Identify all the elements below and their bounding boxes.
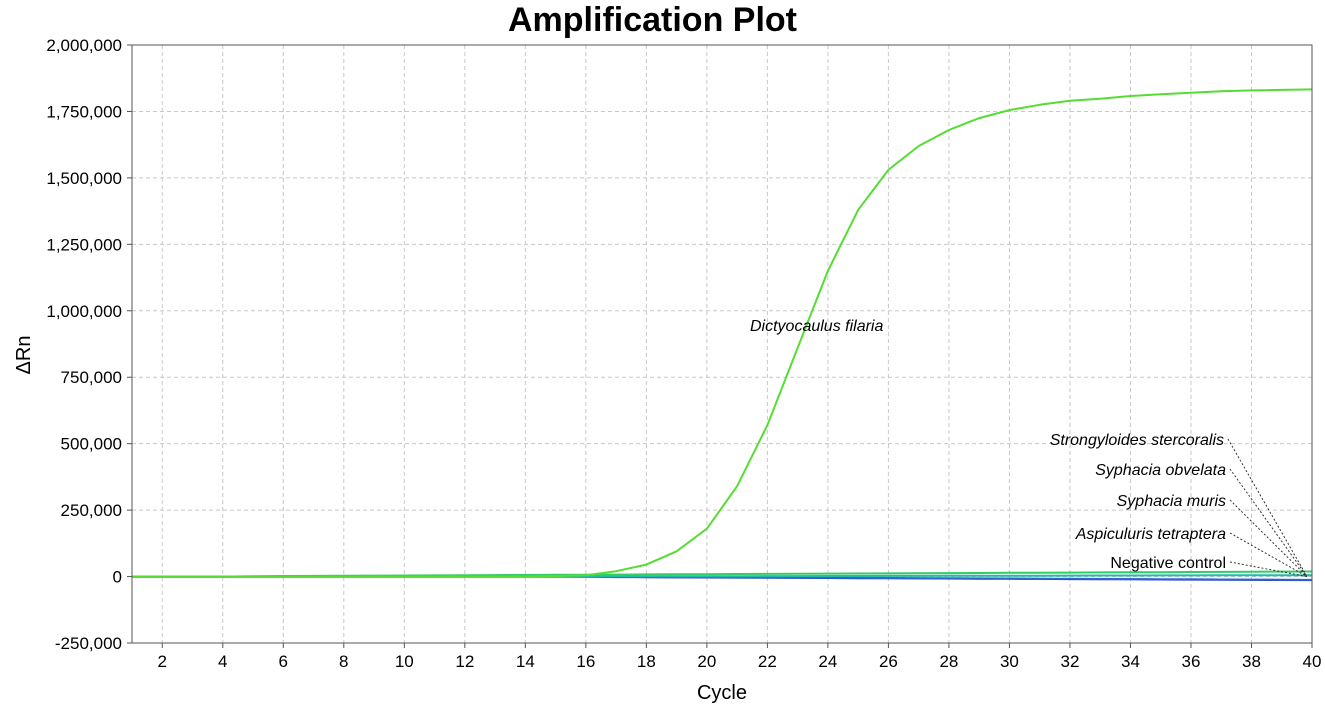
x-tick-label: 14 xyxy=(516,652,535,671)
x-tick-label: 18 xyxy=(637,652,656,671)
x-tick-label: 34 xyxy=(1121,652,1140,671)
annotation-leader-line xyxy=(1227,438,1308,577)
annotation-leader-line xyxy=(1229,561,1308,578)
annotation-leader-line xyxy=(1229,532,1308,577)
y-tick-label: 250,000 xyxy=(61,501,122,520)
series-annotation: Strongyloides stercoralis xyxy=(1050,432,1224,449)
grid-layer xyxy=(132,44,1312,644)
x-tick-label: 26 xyxy=(879,652,898,671)
x-tick-label: 2 xyxy=(158,652,167,671)
y-tick-label: 1,000,000 xyxy=(46,302,122,321)
leader-layer xyxy=(1227,438,1308,578)
series-annotation: Aspiculuris tetraptera xyxy=(1075,526,1226,543)
x-tick-label: 6 xyxy=(279,652,288,671)
x-tick-label: 36 xyxy=(1182,652,1201,671)
x-tick-label: 20 xyxy=(697,652,716,671)
series-annotation: Syphacia obvelata xyxy=(1095,462,1226,479)
y-tick-label: 1,500,000 xyxy=(46,169,122,188)
x-tick-label: 12 xyxy=(455,652,474,671)
series-line xyxy=(132,88,1313,578)
x-tick-label: 40 xyxy=(1303,652,1322,671)
y-tick-label: 0 xyxy=(113,568,122,587)
x-tick-label: 8 xyxy=(339,652,348,671)
x-tick-label: 4 xyxy=(218,652,227,671)
x-tick-label: 28 xyxy=(939,652,958,671)
series-annotation: Dictyocaulus filaria xyxy=(750,318,883,335)
y-tick-label: 1,250,000 xyxy=(46,235,122,254)
x-tick-label: 30 xyxy=(1000,652,1019,671)
y-axis-title: ΔRn xyxy=(13,336,35,375)
tick-layer: 2 4 6 8 10 12 14 16 18 20 22 24 26 28 30 32 34 36 38 40-250… xyxy=(46,36,1321,671)
plot-area xyxy=(132,45,1312,643)
x-tick-label: 10 xyxy=(395,652,414,671)
x-axis-title: Cycle xyxy=(697,682,747,704)
x-tick-label: 38 xyxy=(1242,652,1261,671)
plot-frame xyxy=(131,44,1313,644)
x-tick-label: 22 xyxy=(758,652,777,671)
y-tick-label: 1,750,000 xyxy=(46,102,122,121)
series-annotation: Negative control xyxy=(1110,555,1226,572)
annotation-layer: Dictyocaulus filaria Strongyloides sterco… xyxy=(750,318,1226,572)
y-tick-label: 2,000,000 xyxy=(46,36,122,55)
x-tick-label: 32 xyxy=(1060,652,1079,671)
y-tick-label: -250,000 xyxy=(55,634,122,653)
y-tick-label: 500,000 xyxy=(61,435,122,454)
series-layer xyxy=(132,88,1313,582)
chart-title: Amplification Plot xyxy=(508,1,797,39)
y-tick-label: 750,000 xyxy=(61,368,122,387)
series-annotation: Syphacia muris xyxy=(1117,493,1226,510)
x-tick-label: 16 xyxy=(576,652,595,671)
x-tick-label: 24 xyxy=(818,652,837,671)
